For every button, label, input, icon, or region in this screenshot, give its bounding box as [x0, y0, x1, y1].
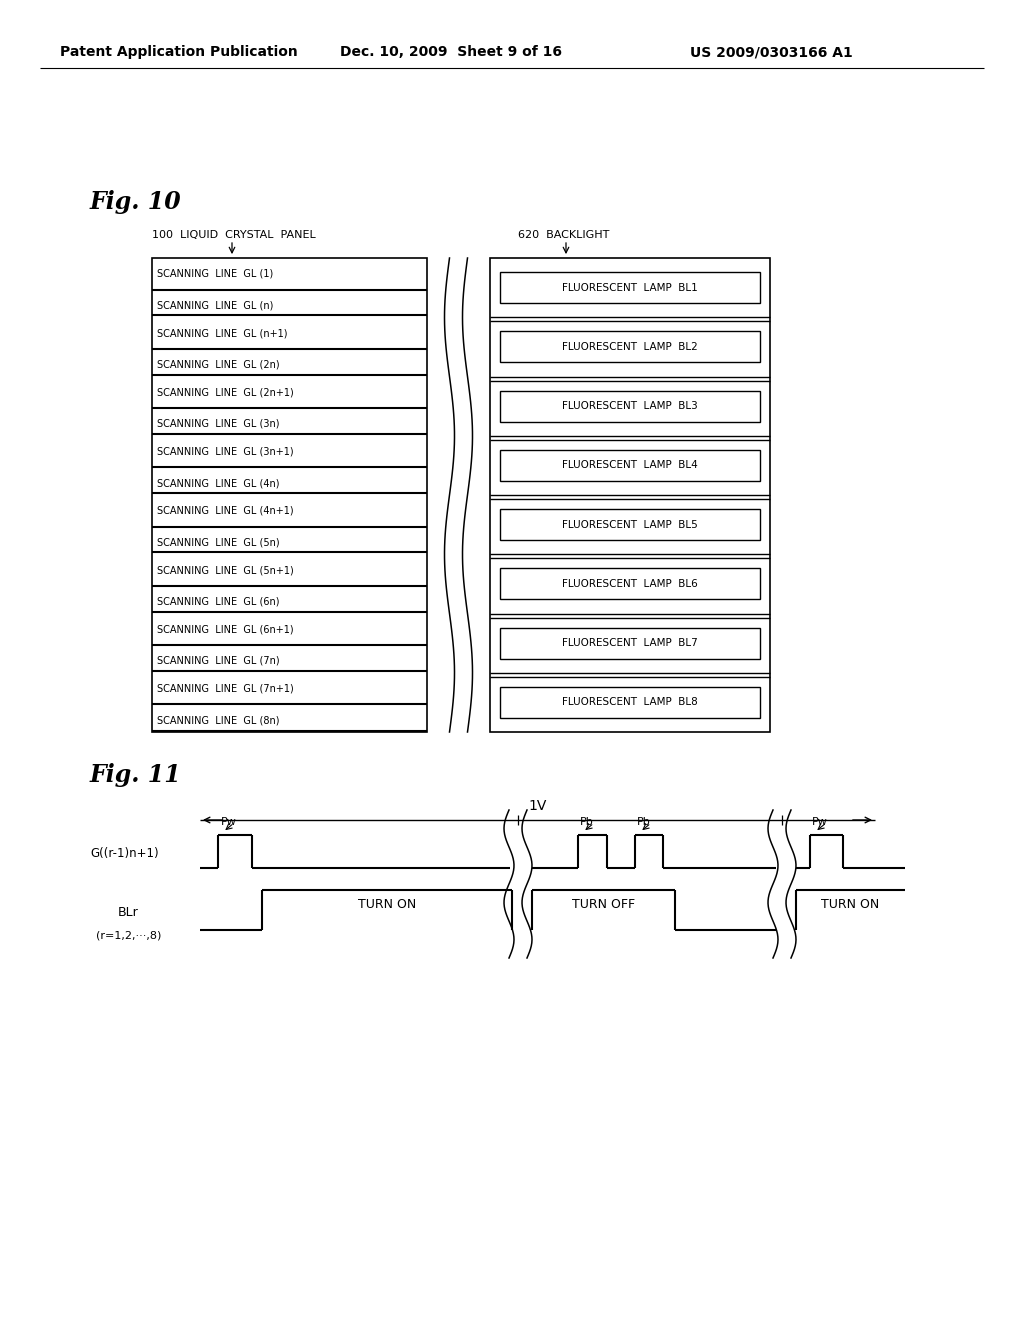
Text: 100  LIQUID  CRYSTAL  PANEL: 100 LIQUID CRYSTAL PANEL: [152, 230, 315, 240]
Bar: [500, 450, 760, 480]
Text: (r=1,2,···,8): (r=1,2,···,8): [96, 931, 162, 940]
Text: SCANNING  LINE  GL (2n): SCANNING LINE GL (2n): [157, 359, 280, 370]
Text: FLUORESCENT  LAMP  BL4: FLUORESCENT LAMP BL4: [562, 461, 698, 470]
Text: FLUORESCENT  LAMP  BL2: FLUORESCENT LAMP BL2: [562, 342, 698, 352]
Text: Pw: Pw: [812, 817, 827, 828]
Bar: [500, 628, 760, 659]
Text: SCANNING  LINE  GL (4n+1): SCANNING LINE GL (4n+1): [157, 506, 294, 516]
Text: SCANNING  LINE  GL (8n): SCANNING LINE GL (8n): [157, 715, 280, 725]
Text: SCANNING  LINE  GL (6n): SCANNING LINE GL (6n): [157, 597, 280, 607]
Text: TURN OFF: TURN OFF: [572, 898, 635, 911]
Text: Pw: Pw: [221, 817, 237, 828]
Text: TURN ON: TURN ON: [821, 898, 880, 911]
Bar: [490, 257, 770, 733]
Text: US 2009/0303166 A1: US 2009/0303166 A1: [690, 45, 853, 59]
Bar: [500, 272, 760, 304]
Text: G((r-1)n+1): G((r-1)n+1): [90, 846, 159, 859]
Text: FLUORESCENT  LAMP  BL7: FLUORESCENT LAMP BL7: [562, 638, 698, 648]
Text: Pb: Pb: [637, 817, 650, 828]
Text: SCANNING  LINE  GL (n): SCANNING LINE GL (n): [157, 301, 273, 310]
Text: BLr: BLr: [118, 906, 138, 919]
Text: FLUORESCENT  LAMP  BL3: FLUORESCENT LAMP BL3: [562, 401, 698, 411]
Text: SCANNING  LINE  GL (2n+1): SCANNING LINE GL (2n+1): [157, 388, 294, 397]
Text: Dec. 10, 2009  Sheet 9 of 16: Dec. 10, 2009 Sheet 9 of 16: [340, 45, 562, 59]
Text: SCANNING  LINE  GL (1): SCANNING LINE GL (1): [157, 269, 273, 279]
Text: FLUORESCENT  LAMP  BL5: FLUORESCENT LAMP BL5: [562, 520, 698, 529]
Text: SCANNING  LINE  GL (3n+1): SCANNING LINE GL (3n+1): [157, 446, 294, 457]
Text: SCANNING  LINE  GL (n+1): SCANNING LINE GL (n+1): [157, 329, 288, 338]
Text: Fig. 11: Fig. 11: [90, 763, 181, 787]
Text: SCANNING  LINE  GL (6n+1): SCANNING LINE GL (6n+1): [157, 624, 294, 635]
Bar: [500, 391, 760, 421]
Text: FLUORESCENT  LAMP  BL1: FLUORESCENT LAMP BL1: [562, 282, 698, 293]
Text: FLUORESCENT  LAMP  BL6: FLUORESCENT LAMP BL6: [562, 579, 698, 589]
Bar: [500, 569, 760, 599]
Text: 1V: 1V: [528, 799, 547, 813]
Text: Pb: Pb: [580, 817, 594, 828]
Text: Patent Application Publication: Patent Application Publication: [60, 45, 298, 59]
Text: SCANNING  LINE  GL (5n+1): SCANNING LINE GL (5n+1): [157, 565, 294, 576]
Text: SCANNING  LINE  GL (3n): SCANNING LINE GL (3n): [157, 418, 280, 429]
Text: SCANNING  LINE  GL (5n): SCANNING LINE GL (5n): [157, 537, 280, 548]
Text: FLUORESCENT  LAMP  BL8: FLUORESCENT LAMP BL8: [562, 697, 698, 708]
Text: SCANNING  LINE  GL (4n): SCANNING LINE GL (4n): [157, 478, 280, 488]
Bar: [500, 331, 760, 362]
Text: SCANNING  LINE  GL (7n+1): SCANNING LINE GL (7n+1): [157, 684, 294, 694]
Bar: [152, 257, 427, 733]
Text: Fig. 10: Fig. 10: [90, 190, 181, 214]
Bar: [500, 510, 760, 540]
Text: SCANNING  LINE  GL (7n): SCANNING LINE GL (7n): [157, 656, 280, 665]
Text: 620  BACKLIGHT: 620 BACKLIGHT: [518, 230, 609, 240]
Bar: [500, 686, 760, 718]
Text: TURN ON: TURN ON: [357, 898, 416, 911]
